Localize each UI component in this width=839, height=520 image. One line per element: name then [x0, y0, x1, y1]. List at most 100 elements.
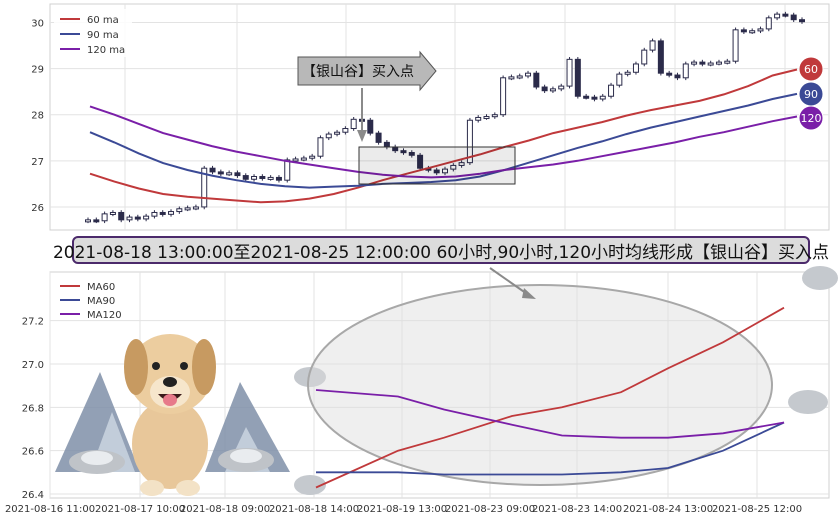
candle-body — [732, 29, 739, 62]
legend-label: 90 ma — [87, 30, 119, 41]
candle-body — [309, 155, 316, 159]
end-label-text: 90 — [804, 88, 818, 101]
candle-body — [350, 118, 357, 130]
candle-body — [624, 71, 631, 75]
candle-body — [408, 152, 415, 156]
candle-body — [292, 158, 299, 162]
end-label-badge — [798, 56, 824, 82]
y-axis: 26.4 26.6 26.8 27.0 27.2 — [22, 317, 44, 501]
end-label-text: 60 — [804, 63, 818, 76]
candle-body — [574, 58, 581, 97]
candle-body — [109, 211, 116, 215]
candle-body — [159, 211, 166, 215]
candle-body — [317, 137, 324, 157]
candle-body — [466, 119, 473, 164]
candle-body — [616, 73, 623, 86]
candle-body — [383, 141, 390, 148]
candle-body — [632, 63, 639, 73]
candle-body — [192, 206, 199, 210]
candle-body — [126, 216, 133, 221]
candle-body — [168, 211, 175, 215]
candle-body — [458, 162, 465, 166]
legend: 60 ma 90 ma 120 ma — [54, 9, 132, 57]
candle-body — [184, 207, 191, 211]
candle-body — [525, 72, 532, 77]
legend-label: 60 ma — [87, 15, 119, 26]
y-tick-label: 27.0 — [22, 360, 44, 371]
candle-body — [483, 116, 490, 120]
valley-highlight-ellipse — [307, 284, 773, 486]
candle-body — [599, 95, 606, 100]
candle-body — [433, 169, 440, 174]
candle-body — [682, 63, 689, 79]
plot-area — [49, 3, 830, 231]
candle-body — [450, 164, 457, 170]
ma-line-120-ma — [89, 105, 798, 179]
y-tick-label: 26.8 — [22, 403, 44, 414]
price-chart: 26 27 28 29 30 【银山谷】买入点 60 ma 90 ma 120 ma 60 9… — [31, 3, 830, 231]
candle-body — [566, 58, 573, 87]
y-tick-label: 26 — [31, 203, 44, 214]
callout-text: 【银山谷】买入点 — [302, 64, 414, 80]
candle-body — [724, 60, 731, 64]
candle-body — [475, 116, 482, 121]
candle-body — [749, 30, 756, 34]
candle-body — [93, 219, 100, 223]
candle-body — [284, 159, 291, 181]
candle-body — [259, 175, 266, 179]
candle-body — [226, 172, 233, 176]
banner-pointer-head — [522, 288, 536, 299]
candle-body — [790, 14, 797, 21]
y-tick-label: 29 — [31, 65, 44, 76]
x-tick-label: 2021-08-24 13:00 — [623, 504, 713, 515]
candle-body — [657, 40, 664, 74]
candle-body — [765, 17, 772, 30]
legend-label: MA90 — [87, 296, 115, 307]
candle-body — [799, 19, 805, 23]
ma-detail-chart: 26.426.626.827.027.2 2021-08-16 11:00 202… — [5, 266, 838, 515]
candle-body — [275, 176, 282, 181]
candle-body — [242, 175, 249, 180]
y-axis: 26 27 28 29 30 — [31, 18, 44, 213]
candle-body — [367, 119, 374, 134]
callout-arrow: 【银山谷】买入点 — [297, 50, 437, 142]
candle-body — [209, 167, 216, 173]
candle-body — [118, 211, 125, 221]
candle-body — [583, 95, 590, 99]
candle-body — [757, 28, 764, 32]
candle-body — [699, 61, 706, 65]
title-banner: 2021-08-18 13:00:00至2021-08-25 12:00:00 … — [53, 236, 829, 264]
candle-body — [533, 72, 540, 88]
candle-body — [143, 215, 150, 220]
candle-body — [608, 84, 615, 97]
candle-body — [334, 131, 341, 135]
candle-body — [740, 29, 747, 33]
candle-body — [641, 49, 648, 65]
y-tick-label: 28 — [31, 111, 44, 122]
moving-average-lines — [89, 68, 798, 204]
candle-body — [417, 154, 424, 169]
candle-body — [300, 157, 307, 161]
candle-body — [251, 175, 258, 180]
x-tick-label: 2021-08-18 09:00 — [180, 504, 270, 515]
series-line-MA90 — [316, 421, 785, 476]
x-tick-label: 2021-08-16 11:00 — [5, 504, 95, 515]
candle-body — [707, 62, 714, 66]
candle-body — [325, 133, 332, 139]
end-labels: 60 90 120 — [798, 56, 824, 131]
y-tick-label: 27.2 — [22, 317, 44, 328]
x-tick-label: 2021-08-23 09:00 — [445, 504, 535, 515]
y-tick-label: 26.4 — [22, 490, 44, 501]
x-axis: 2021-08-16 11:00 2021-08-17 10:002021-08-… — [5, 504, 802, 515]
ma-line-60-ma — [89, 68, 798, 204]
x-tick-label: 2021-08-19 13:00 — [357, 504, 447, 515]
candle-body — [442, 168, 448, 174]
y-tick-label: 27 — [31, 157, 44, 168]
candle-body — [217, 171, 224, 175]
candle-body — [101, 213, 108, 222]
x-tick-label: 2021-08-25 12:00 — [712, 504, 802, 515]
candle-body — [400, 150, 407, 154]
candle-body — [558, 85, 565, 90]
candle-body — [774, 13, 781, 19]
candle-body — [267, 176, 274, 180]
